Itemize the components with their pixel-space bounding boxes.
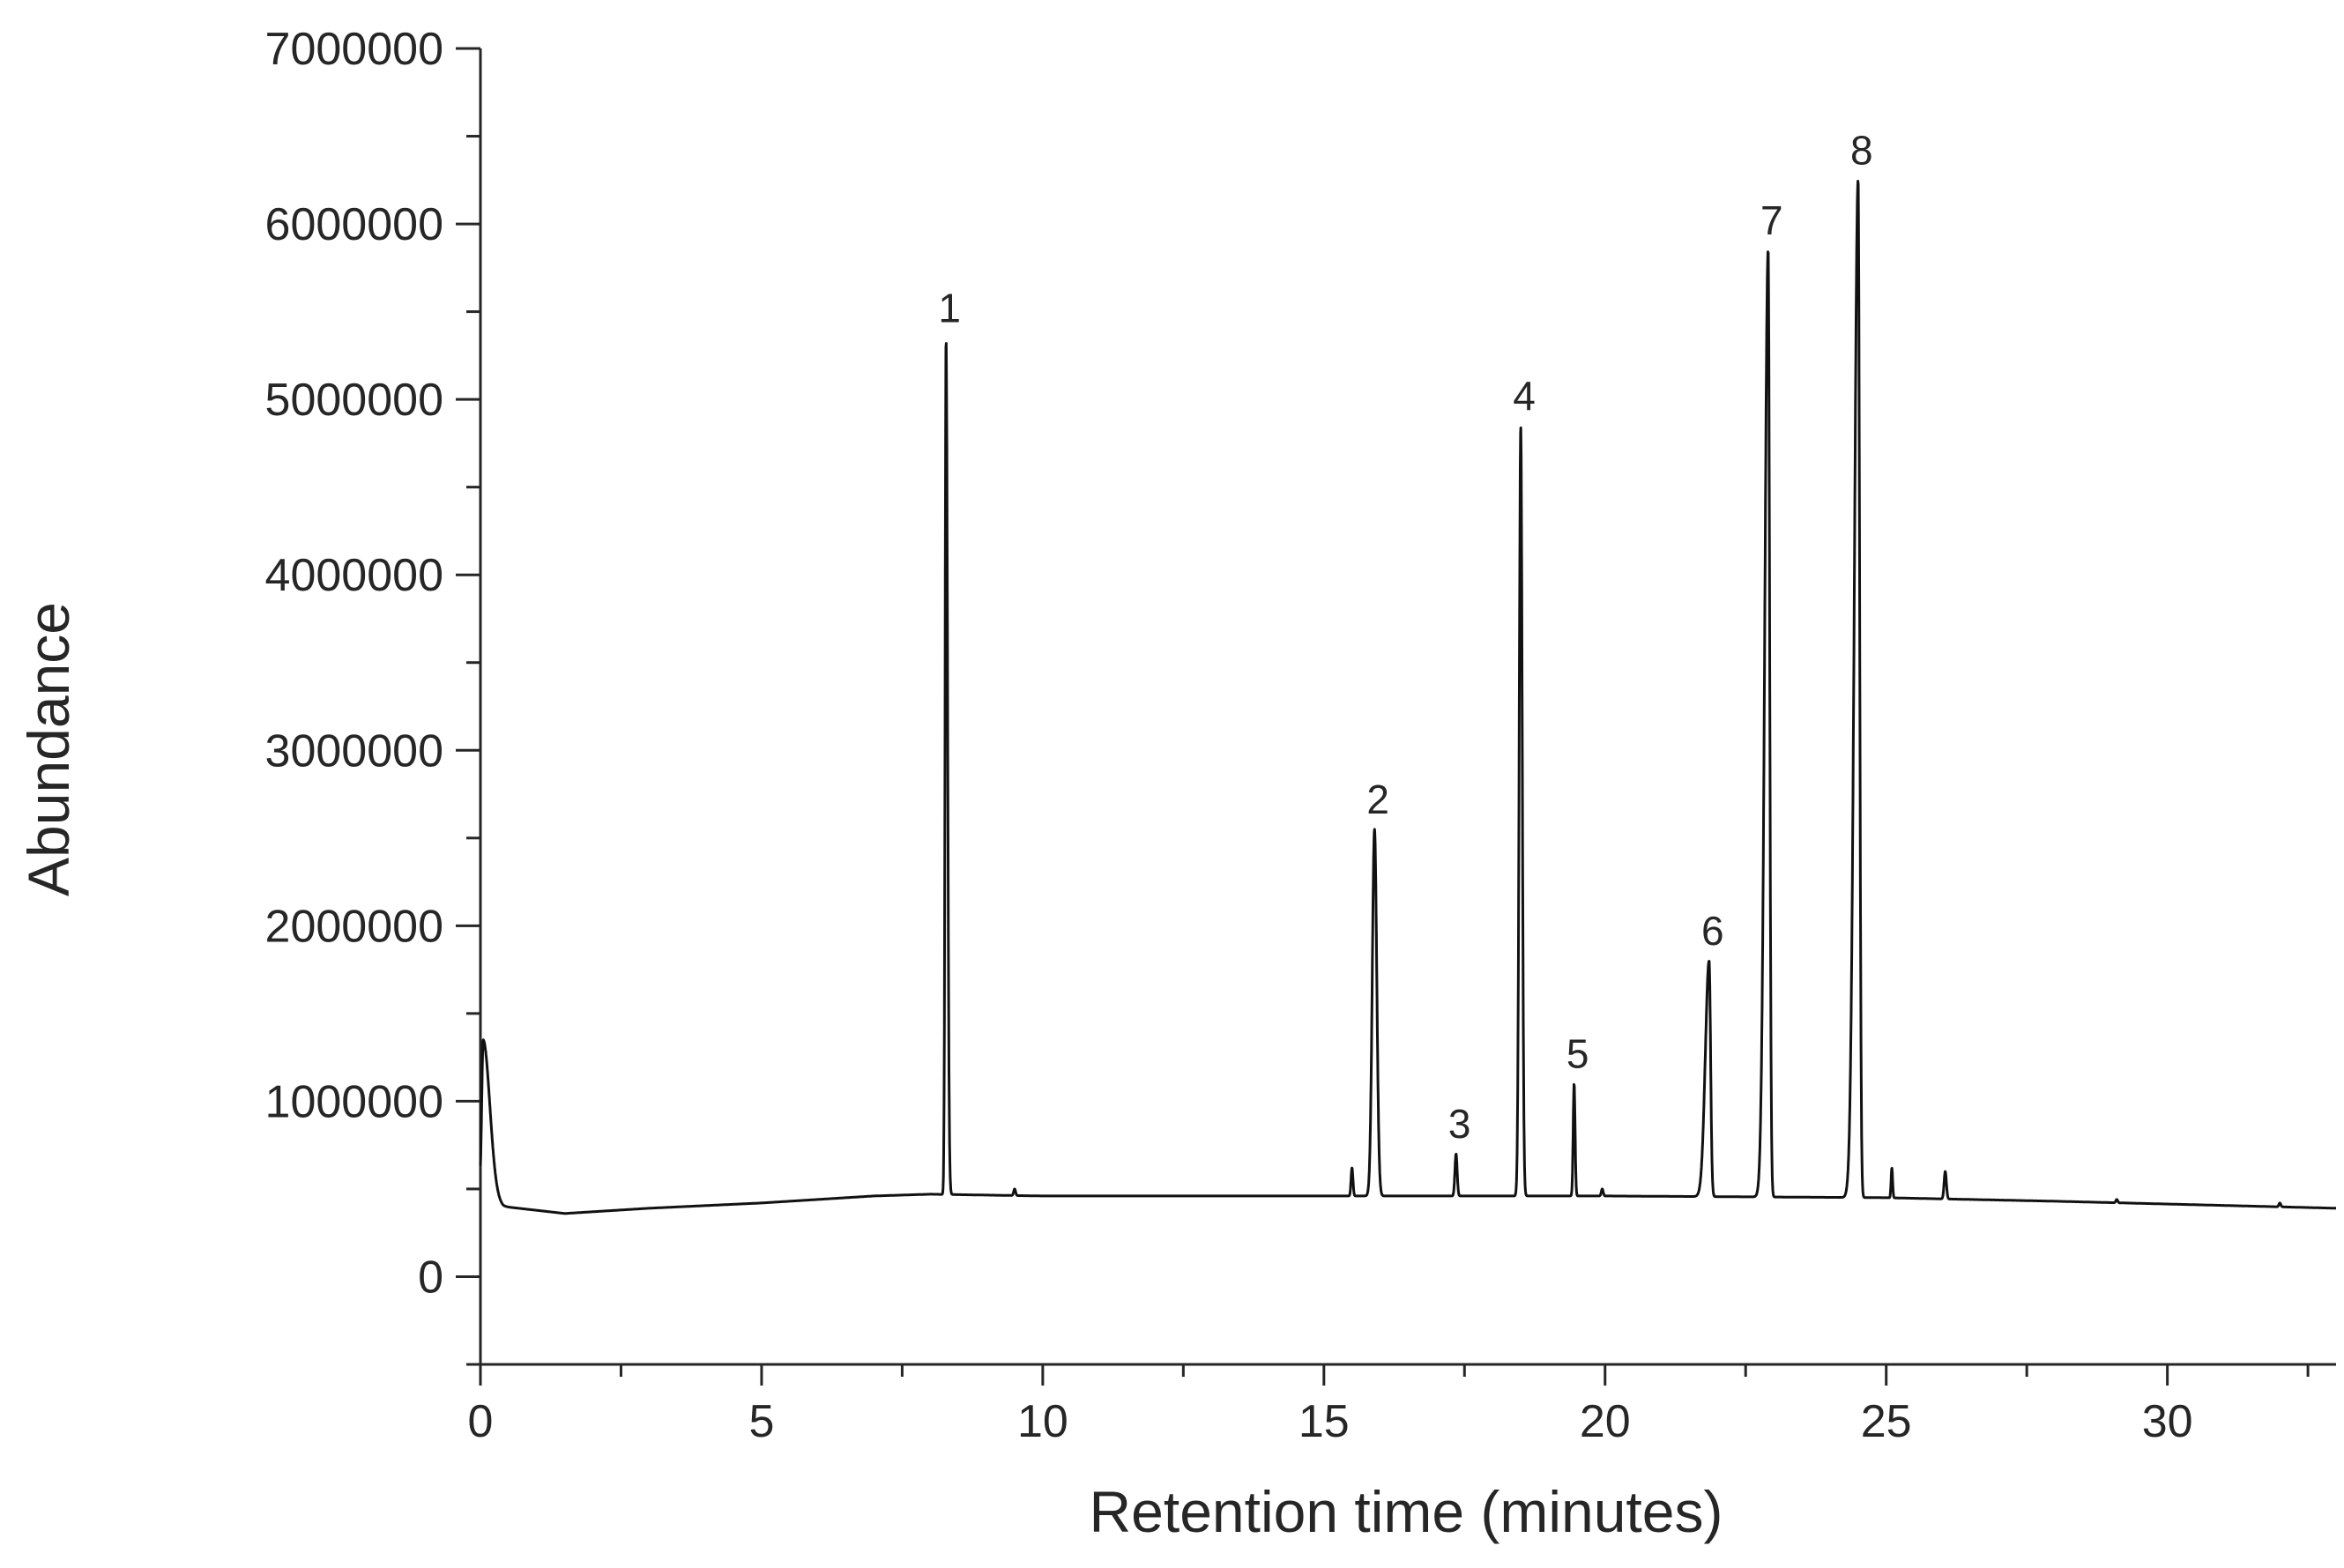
y-tick-label: 6000000 (265, 199, 443, 250)
x-axis-title: Retention time (minutes) (1090, 1479, 1723, 1544)
y-axis: 0 1000000 2000000 3000000 4000000 5000000 6000… (265, 24, 482, 1366)
x-tick-label: 0 (468, 1396, 494, 1447)
y-tick-label: 1000000 (265, 1076, 443, 1127)
x-tick-label: 30 (2142, 1396, 2193, 1447)
y-axis-title: Abundance (16, 602, 81, 896)
x-tick-label: 15 (1299, 1396, 1350, 1447)
peak-label-2: 2 (1366, 777, 1389, 822)
x-tick-label: 25 (1861, 1396, 1912, 1447)
peak-label-6: 6 (1701, 908, 1724, 954)
y-tick-label: 4000000 (265, 550, 443, 601)
peak-label-3: 3 (1448, 1101, 1471, 1147)
peak-label-8: 8 (1850, 127, 1873, 173)
x-tick-label: 10 (1017, 1396, 1068, 1447)
peak-label-7: 7 (1760, 197, 1783, 243)
peak-labels: 1 2 3 4 5 6 7 8 (938, 127, 1872, 1147)
x-tick-label: 20 (1580, 1396, 1631, 1447)
chromatogram-trace (479, 180, 2338, 1215)
peak-label-1: 1 (938, 285, 961, 331)
x-tick-label: 5 (748, 1396, 774, 1447)
y-tick-label: 5000000 (265, 375, 443, 426)
y-tick-label: 2000000 (265, 901, 443, 952)
peak-label-4: 4 (1513, 373, 1536, 419)
y-tick-label: 0 (418, 1252, 443, 1303)
y-tick-label: 3000000 (265, 725, 443, 777)
peak-label-5: 5 (1566, 1030, 1589, 1076)
y-tick-label: 7000000 (265, 24, 443, 75)
x-axis: 0 5 10 15 20 25 30 (468, 1363, 2336, 1447)
